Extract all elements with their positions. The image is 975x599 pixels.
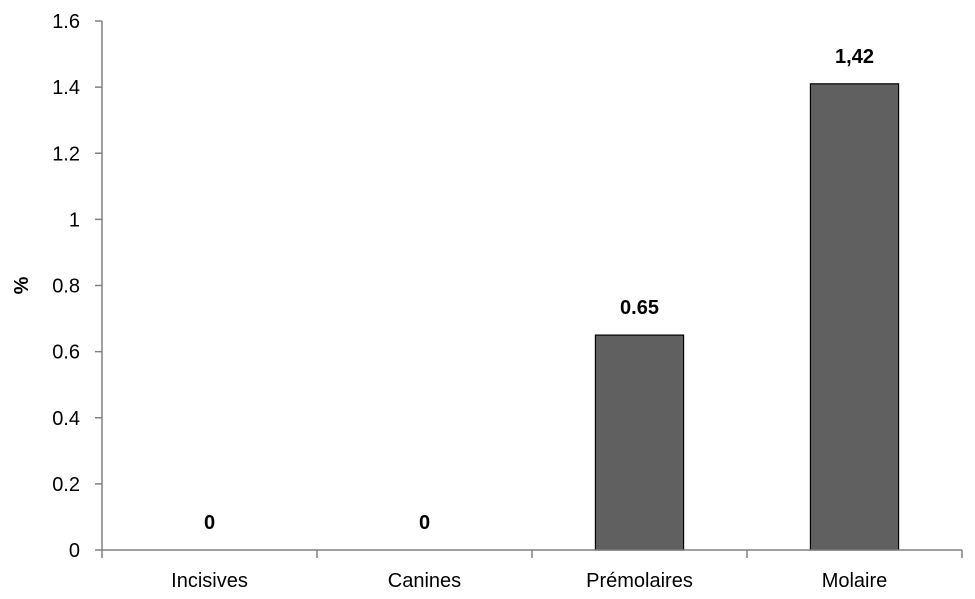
bar-molaire [809,83,900,551]
y-tick-label: 0 [69,540,80,562]
category-label: Incisives [171,570,248,592]
category-label: Canines [388,570,461,592]
y-tick-label: 1 [69,209,80,231]
x-axis-ticks [101,550,963,558]
y-tick-label: 1.2 [52,143,80,165]
data-label: 0 [204,512,215,534]
y-tick-label: 0.8 [52,276,80,298]
bars [594,83,900,551]
y-tick-label: 1.6 [52,11,80,33]
y-tick-label: 0.6 [52,342,80,364]
category-labels: Incisives Canines Prémolaires Molaire [171,570,887,592]
data-label: 0 [419,512,430,534]
category-label: Prémolaires [586,570,693,592]
y-axis-ticks: 0 0.2 0.4 0.6 0.8 1 1.2 1.4 1.6 [52,11,102,562]
data-labels: 0 0 0.65 1,42 [204,46,874,534]
bar-prémolaires [594,334,685,551]
y-tick-label: 1.4 [52,77,80,99]
y-tick-label: 0.4 [52,408,80,430]
data-label: 1,42 [835,46,874,68]
category-label: Molaire [822,570,888,592]
y-axis-title: % [11,276,33,294]
data-label: 0.65 [620,297,659,319]
y-tick-label: 0.2 [52,474,80,496]
